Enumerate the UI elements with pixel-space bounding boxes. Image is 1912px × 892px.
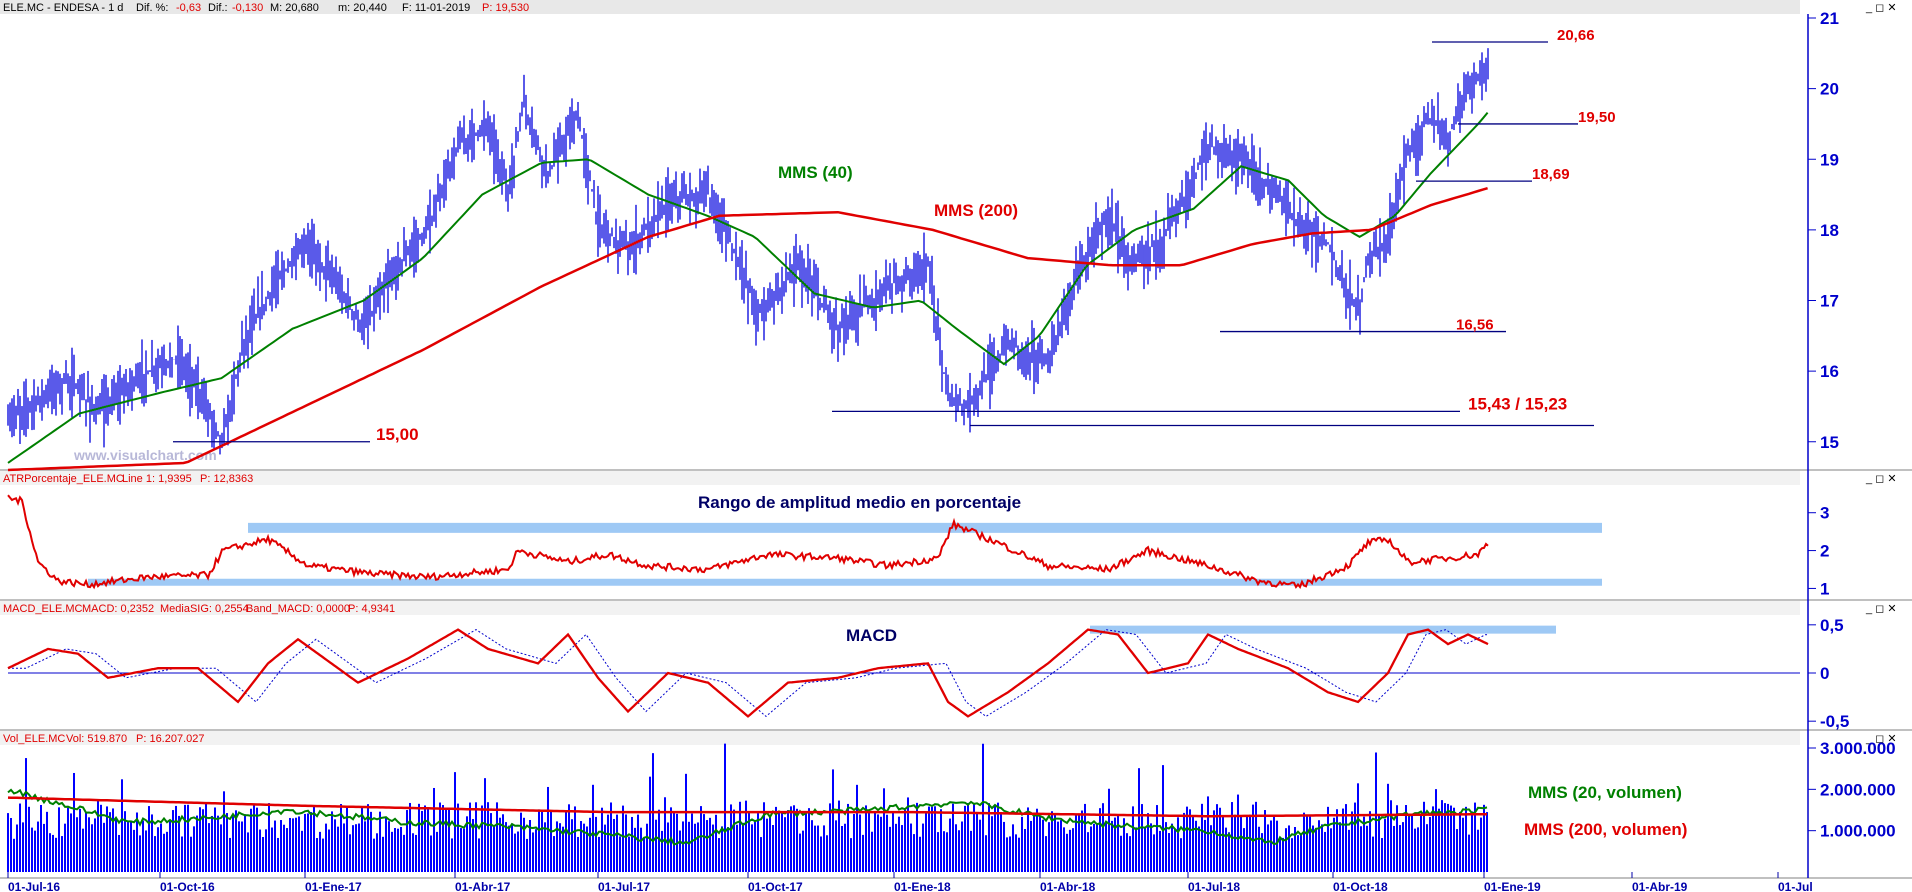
x-tick-label: 01-Jul-18 — [1188, 880, 1240, 892]
mms200-line — [7, 187, 1488, 472]
level-label: 19,50 — [1578, 109, 1616, 126]
mms40-line — [7, 111, 1489, 464]
y-tick-label: 18 — [1820, 221, 1839, 240]
y-tick-label: 0,5 — [1820, 616, 1844, 635]
atr-annotation: Rango de amplitud medio en porcentaje — [698, 493, 1021, 512]
atr-header-p: P: 12,8363 — [200, 473, 253, 485]
x-tick-label: 01-Ene-17 — [305, 880, 362, 892]
level-label: 16,56 — [1456, 317, 1494, 334]
y-tick-label: 0 — [1820, 664, 1829, 683]
x-tick-label: 01-Ene-19 — [1484, 880, 1541, 892]
price-header-dif: -0,130 — [232, 2, 263, 14]
atr-lower-band — [88, 578, 1602, 586]
window-buttons-price[interactable]: _ ◻ ✕ — [1865, 2, 1897, 14]
window-buttons-vol[interactable]: _ ◻ ✕ — [1865, 733, 1897, 745]
mms200-annotation: MMS (200) — [934, 201, 1018, 220]
y-tick-label: 17 — [1820, 292, 1839, 311]
vol-header-p: P: 16.207.027 — [136, 733, 205, 745]
mms40-annotation: MMS (40) — [778, 163, 853, 182]
x-tick-label: 01-Oct-16 — [160, 880, 215, 892]
vol-mms20-annotation: MMS (20, volumen) — [1528, 783, 1682, 802]
price-plot: 20,66 19,50 18,69 16,56 15,43 / 15,23 15,00 — [7, 27, 1616, 472]
y-tick-label: 2 — [1820, 542, 1829, 561]
vol-mms20-line — [7, 788, 1488, 846]
atr-header-bar — [0, 471, 1800, 485]
price-header-dif-pct-label: Dif. %: — [136, 2, 168, 14]
y-tick-label: 2.000.000 — [1820, 780, 1896, 799]
y-tick-label: 3.000.000 — [1820, 739, 1896, 758]
macd-header-band: Band_MACD: 0,0000 — [246, 603, 350, 615]
macd-signal-line — [8, 629, 1489, 718]
price-header-max: M: 20,680 — [270, 2, 319, 14]
level-label: 18,69 — [1532, 166, 1570, 183]
volume-plot — [7, 743, 1488, 872]
y-tick-label: 19 — [1820, 150, 1839, 169]
vol-header-vol: Vol: 519.870 — [66, 733, 127, 745]
y-tick-label: 1.000.000 — [1820, 822, 1896, 841]
watermark: www.visualchart.com — [73, 447, 217, 463]
window-buttons-macd[interactable]: _ ◻ ✕ — [1865, 603, 1897, 615]
atr-header-line: Line 1: 1,9395 — [122, 473, 192, 485]
vol-mms200-line — [7, 796, 1487, 818]
x-tick-label: 01-Jul-17 — [598, 880, 650, 892]
y-tick-label: 15 — [1820, 433, 1839, 452]
level-label: 20,66 — [1557, 27, 1595, 44]
macd-header-macd: MACD: 0,2352 — [82, 603, 154, 615]
y-tick-label: 16 — [1820, 362, 1839, 381]
y-tick-label: 3 — [1820, 504, 1829, 523]
macd-annotation: MACD — [846, 626, 897, 645]
x-tick-label: 01-Jul-16 — [8, 880, 60, 892]
x-tick-label: 01-Ene-18 — [894, 880, 951, 892]
vol-mms200-annotation: MMS (200, volumen) — [1524, 820, 1687, 839]
atr-upper-band — [248, 522, 1602, 533]
atr-header-name: ATRPorcentaje_ELE.MC — [3, 473, 124, 485]
vol-header-name: Vol_ELE.MC — [3, 733, 65, 745]
atr-plot — [7, 494, 1602, 590]
price-header-dif-pct: -0,63 — [176, 2, 201, 14]
y-tick-label: 1 — [1820, 579, 1829, 598]
x-tick-label: 01-Abr-19 — [1632, 880, 1688, 892]
price-header-min: m: 20,440 — [338, 2, 387, 14]
price-header-symbol: ELE.MC - ENDESA - 1 d — [3, 2, 123, 14]
level-label: 15,00 — [376, 425, 419, 444]
x-tick-label: 01-Oct-18 — [1333, 880, 1388, 892]
x-tick-label: 01-Jul — [1778, 880, 1813, 892]
vol-header-bar — [0, 731, 1800, 745]
macd-header-sig: MediaSIG: 0,2554 — [160, 603, 249, 615]
price-header-date: F: 11-01-2019 — [402, 2, 470, 14]
price-header-bar — [0, 0, 1800, 14]
macd-header-bar — [0, 601, 1800, 615]
macd-band — [1090, 625, 1556, 634]
atr-line — [7, 494, 1489, 590]
level-label: 15,43 / 15,23 — [1468, 394, 1567, 413]
y-tick-label: 20 — [1820, 80, 1839, 99]
price-header-last: P: 19,530 — [482, 2, 529, 14]
macd-line — [7, 628, 1489, 718]
macd-header-name: MACD_ELE.MC — [3, 603, 83, 615]
y-tick-label: -0,5 — [1820, 712, 1849, 731]
axes: 212019181716153210,50-0,53.000.0002.000.… — [7, 9, 1896, 892]
x-tick-label: 01-Oct-17 — [748, 880, 803, 892]
y-tick-label: 21 — [1820, 9, 1839, 28]
window-buttons-atr[interactable]: _ ◻ ✕ — [1865, 473, 1897, 485]
x-tick-label: 01-Abr-17 — [455, 880, 511, 892]
price-header-dif-label: Dif.: — [208, 2, 228, 14]
macd-header-p: P: 4,9341 — [348, 603, 395, 615]
macd-plot — [7, 625, 1800, 718]
x-tick-label: 01-Abr-18 — [1040, 880, 1096, 892]
